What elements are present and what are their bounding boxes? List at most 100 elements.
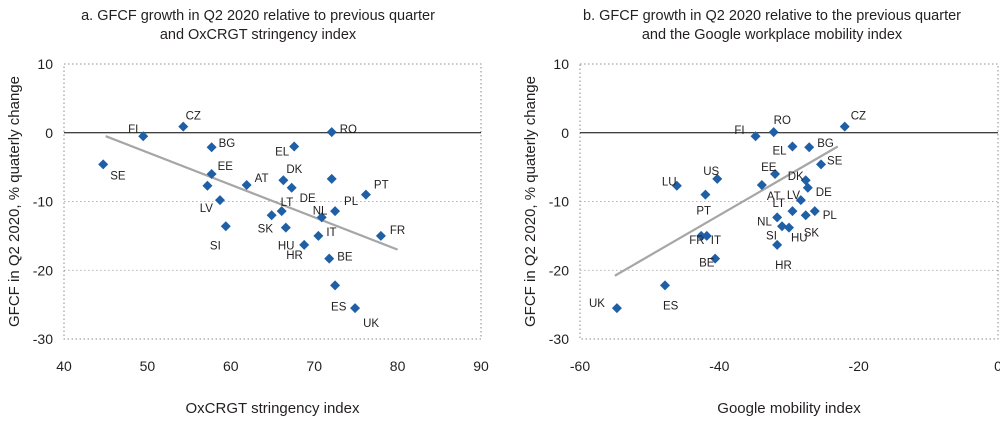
point-label: SK <box>804 227 820 239</box>
point-label: LT <box>281 197 294 209</box>
point-label: SI <box>766 230 777 242</box>
point-label: AT <box>767 191 781 203</box>
data-point <box>611 303 622 314</box>
x-tick-label: 40 <box>56 358 72 374</box>
point-label: EL <box>275 147 290 159</box>
data-point <box>809 206 820 217</box>
point-label: BE <box>337 252 353 264</box>
panel-b-mobility-chart: b. GFCF growth in Q2 2020 relative to th… <box>522 8 1000 417</box>
point-label: SI <box>210 240 221 252</box>
x-axis-label: Google mobility index <box>717 400 861 417</box>
data-point <box>326 173 337 184</box>
data-point <box>839 121 850 132</box>
data-point <box>700 189 711 200</box>
data-point <box>286 182 297 193</box>
point-label: DE <box>300 193 316 205</box>
data-point <box>350 303 361 314</box>
point-label: HU <box>278 241 295 253</box>
point-label: HR <box>775 260 792 272</box>
y-tick-label: -10 <box>549 194 569 210</box>
point-label: PL <box>823 210 838 222</box>
data-point <box>756 180 767 190</box>
point-label: EL <box>772 146 787 158</box>
data-point <box>289 141 300 152</box>
point-label: LT <box>772 198 785 210</box>
point-label: PL <box>344 196 359 208</box>
point-label: LV <box>787 190 801 202</box>
data-point <box>330 280 341 291</box>
data-point <box>659 280 670 291</box>
data-point <box>98 159 109 170</box>
y-tick-label: -30 <box>33 331 53 347</box>
x-tick-label: 60 <box>223 358 239 374</box>
point-label: FR <box>689 235 704 247</box>
y-tick-label: -20 <box>33 262 53 278</box>
chart-title-line: b. GFCF growth in Q2 2020 relative to th… <box>583 8 961 24</box>
point-label: BG <box>219 138 236 150</box>
data-point <box>375 230 386 241</box>
chart-title-line: a. GFCF growth in Q2 2020 relative to pr… <box>81 8 435 24</box>
data-point <box>214 195 225 206</box>
data-point <box>750 131 761 142</box>
point-label: RO <box>340 124 357 136</box>
data-point <box>712 173 723 184</box>
data-point <box>241 180 252 190</box>
data-point <box>770 169 781 179</box>
point-label: IT <box>326 227 336 239</box>
data-point <box>802 182 813 193</box>
point-label: SE <box>110 170 126 182</box>
data-point <box>138 131 149 142</box>
point-label: HU <box>791 233 808 245</box>
y-tick-label: -10 <box>33 194 53 210</box>
y-tick-label: 10 <box>553 56 569 72</box>
y-axis-label: GFCF in Q2 2020, % quaterly change <box>522 76 539 327</box>
x-tick-label: 70 <box>306 358 322 374</box>
y-tick-label: -30 <box>549 331 569 347</box>
data-point <box>278 175 289 186</box>
data-point <box>772 239 783 250</box>
data-point <box>777 221 788 232</box>
data-point <box>804 142 815 153</box>
x-tick-label: 80 <box>390 358 406 374</box>
point-label: NL <box>313 205 328 217</box>
chart-title-line: and OxCRGT stringency index <box>160 27 357 43</box>
point-label: UK <box>589 298 605 310</box>
point-label: LV <box>200 203 214 215</box>
y-tick-label: 10 <box>37 56 53 72</box>
point-label: RO <box>774 115 791 127</box>
point-label: FR <box>390 225 405 237</box>
point-label: HR <box>286 250 303 262</box>
data-point <box>787 206 798 217</box>
y-tick-label: -20 <box>549 262 569 278</box>
data-point <box>816 159 827 170</box>
data-point <box>299 239 310 250</box>
point-label: BE <box>699 258 715 270</box>
y-axis-label: GFCF in Q2 2020, % quaterly change <box>6 76 23 327</box>
point-label: EE <box>218 161 234 173</box>
point-label: NL <box>757 216 772 228</box>
data-point <box>768 127 779 138</box>
point-label: SE <box>827 155 843 167</box>
data-point <box>202 180 213 191</box>
point-label: SK <box>258 223 274 235</box>
point-label: US <box>703 166 719 178</box>
data-point <box>220 221 231 232</box>
data-point <box>787 141 798 152</box>
chart-title-line: and the Google workplace mobility index <box>642 27 903 43</box>
data-point <box>178 121 189 132</box>
data-point <box>313 230 324 241</box>
data-point <box>795 195 806 206</box>
point-label: CZ <box>851 111 866 123</box>
point-label: DE <box>816 187 832 199</box>
data-point <box>206 142 217 153</box>
data-point <box>330 206 341 217</box>
data-point <box>800 210 811 221</box>
y-tick-label: 0 <box>561 125 569 141</box>
data-point <box>772 212 783 223</box>
data-point <box>360 189 371 200</box>
point-label: EE <box>761 162 777 174</box>
point-label: DK <box>286 164 302 176</box>
x-tick-label: -20 <box>849 358 869 374</box>
point-label: PT <box>696 206 711 218</box>
